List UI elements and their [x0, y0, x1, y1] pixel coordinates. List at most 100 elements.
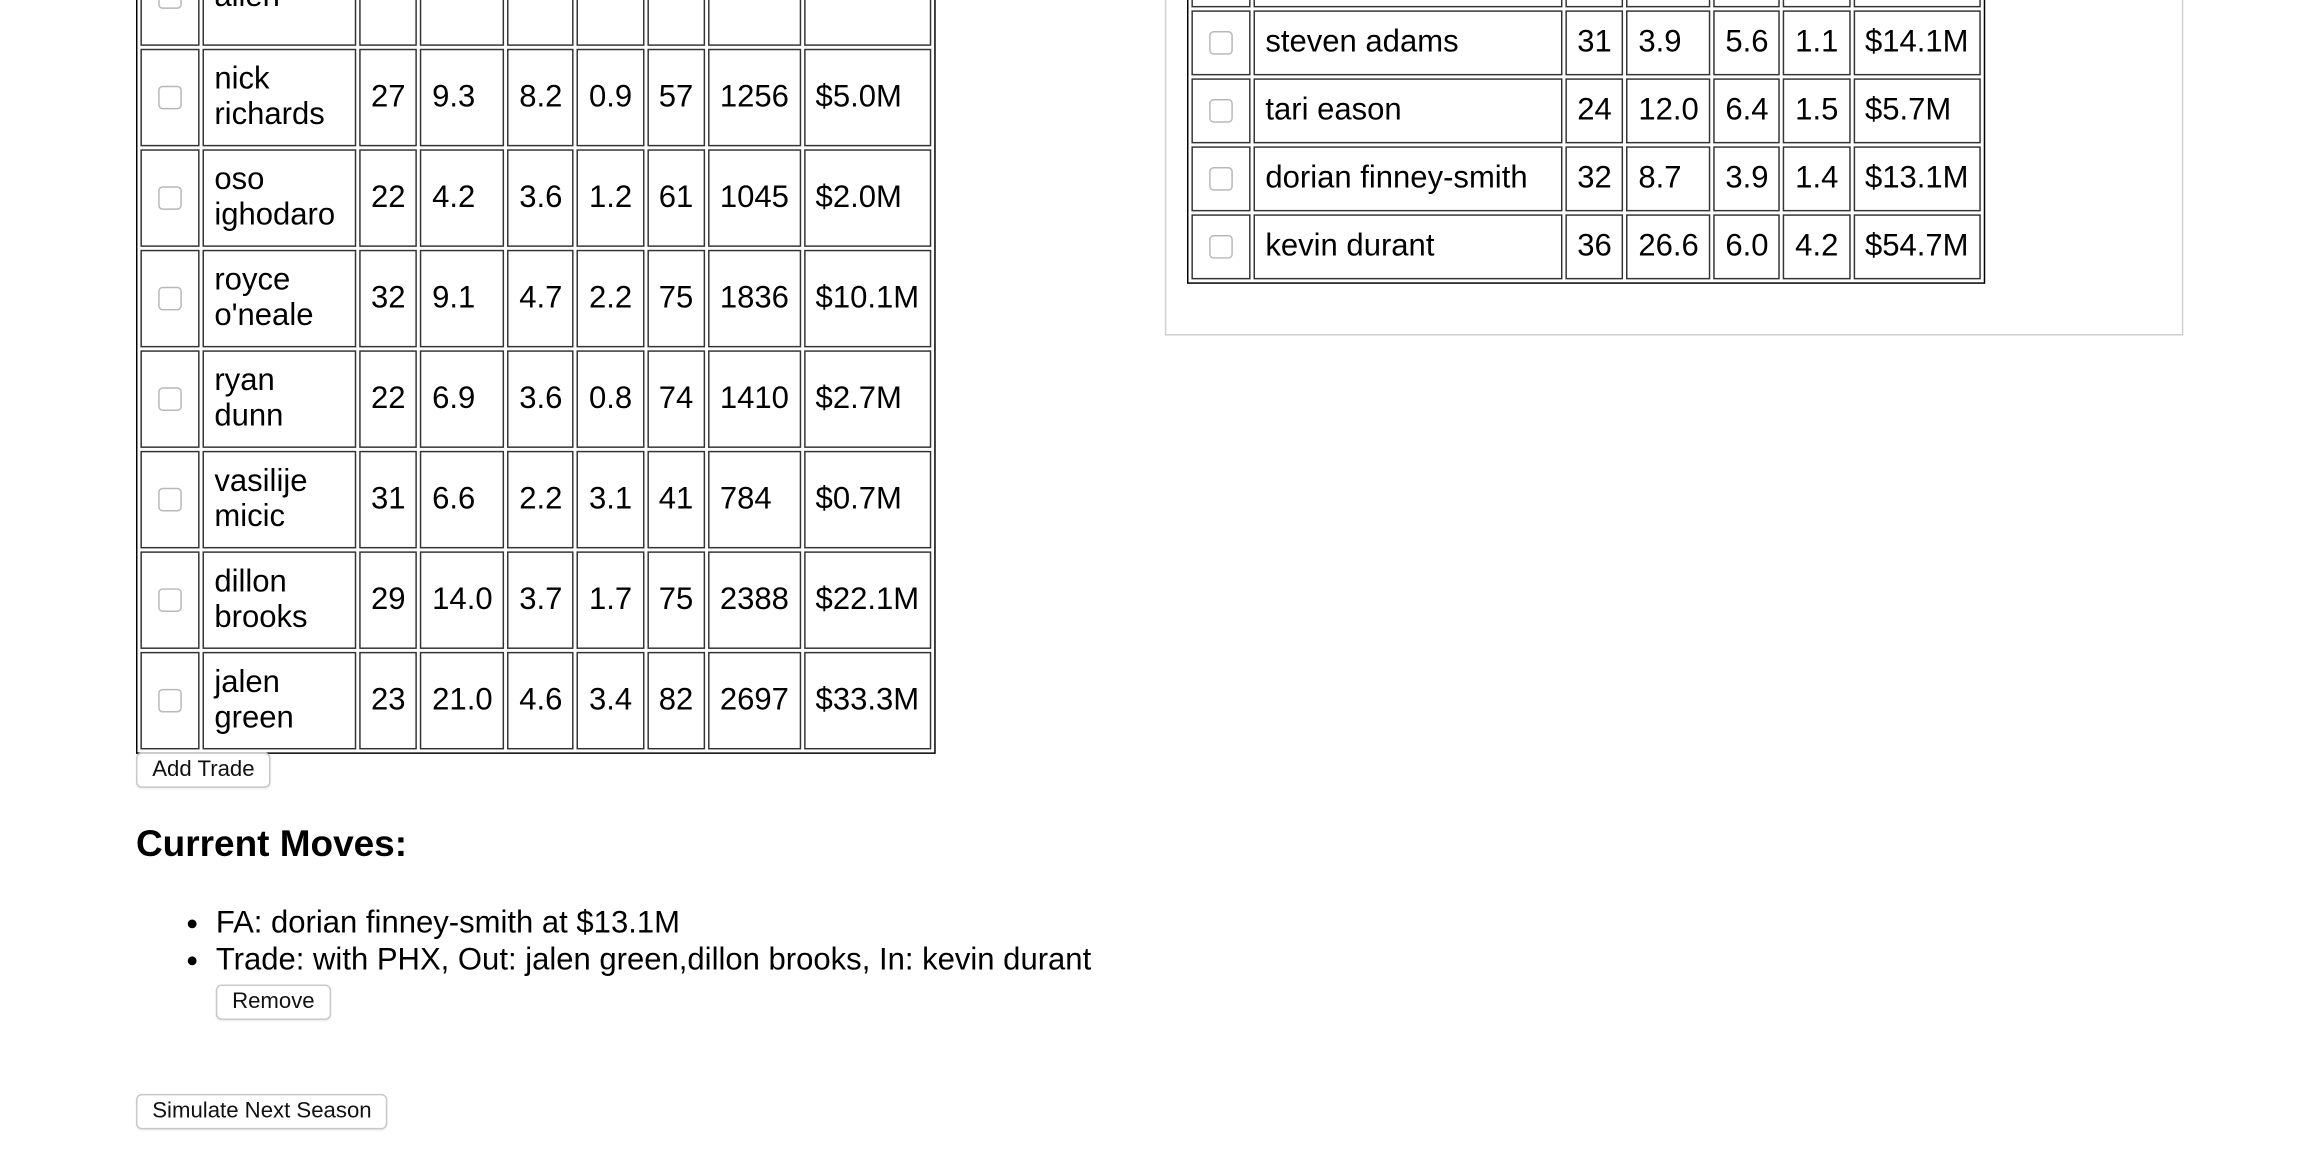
player-name: allen: [202, 0, 357, 46]
player-name: kevin durant: [1253, 214, 1563, 280]
select-cell: [1191, 146, 1251, 212]
add-trade-button[interactable]: Add Trade: [135, 752, 271, 788]
table-row: jalen green 23 21.0 4.6 3.4 82 2697 $33.3M: [140, 651, 931, 750]
player-rebounds: 3.9: [1713, 146, 1781, 212]
player-salary: $5.7M: [1853, 78, 1981, 144]
team-roster-table-wrap: allennick richards279.38.20.9571256$5.0M…: [135, 0, 936, 754]
player-games: 75: [646, 249, 706, 348]
team-roster-body: allennick richards279.38.20.9571256$5.0M…: [140, 0, 931, 750]
player-rebounds: 3.7: [507, 551, 575, 649]
player-name: dorian finney-smith: [1253, 146, 1563, 212]
player-rebounds: 6.0: [1713, 214, 1781, 280]
partner-roster-table-wrap: reed sheppard214.41.51.4$10.6Msteven ada…: [1186, 0, 1985, 284]
player-games: 41: [646, 450, 706, 549]
player-select-checkbox[interactable]: [158, 689, 182, 714]
player-points: 21.0: [420, 651, 505, 750]
select-cell: [1191, 214, 1251, 280]
player-assists: 0.9: [577, 48, 644, 147]
player-select-checkbox[interactable]: [158, 287, 182, 312]
player-name: reed sheppard: [1253, 0, 1563, 8]
select-cell: [140, 149, 200, 247]
player-age: 32: [1565, 146, 1624, 212]
player-name: nick richards: [202, 48, 357, 147]
player-salary: $2.0M: [803, 149, 931, 247]
select-cell: [140, 48, 200, 147]
player-rebounds: 6.4: [1713, 78, 1781, 144]
player-minutes: 1836: [708, 249, 801, 348]
player-minutes: 1045: [708, 149, 801, 247]
player-games: [646, 0, 706, 46]
player-name: steven adams: [1253, 10, 1563, 76]
player-select-checkbox[interactable]: [1209, 31, 1233, 56]
player-age: 36: [1565, 214, 1624, 280]
player-age: 21: [1565, 0, 1624, 8]
player-name: royce o'neale: [202, 249, 357, 348]
player-select-checkbox[interactable]: [158, 86, 182, 111]
team-roster-table: allennick richards279.38.20.9571256$5.0M…: [135, 0, 936, 754]
partner-roster-table: reed sheppard214.41.51.4$10.6Msteven ada…: [1186, 0, 1985, 284]
player-name: ryan dunn: [202, 350, 357, 448]
player-salary: $10.6M: [1853, 0, 1981, 8]
player-salary: $13.1M: [1853, 146, 1981, 212]
player-assists: 1.5: [1783, 78, 1851, 144]
player-select-checkbox[interactable]: [158, 488, 182, 513]
player-rebounds: 4.7: [507, 249, 575, 348]
player-assists: 1.4: [1783, 0, 1851, 8]
table-row: nick richards 27 9.3 8.2 0.9 57 1256 $5.0M: [140, 48, 931, 147]
remove-move-button[interactable]: Remove: [215, 984, 331, 1020]
player-name: dillon brooks: [202, 551, 357, 649]
player-assists: 4.2: [1783, 214, 1851, 280]
table-row: steven adams 31 3.9 5.6 1.1 $14.1M: [1191, 10, 1981, 76]
player-select-checkbox[interactable]: [158, 0, 182, 10]
select-cell: [140, 350, 200, 448]
player-age: 23: [359, 651, 418, 750]
table-row: kevin durant 36 26.6 6.0 4.2 $54.7M: [1191, 214, 1981, 280]
player-rebounds: 1.5: [1713, 0, 1781, 8]
current-moves-heading: Current Moves:: [135, 823, 408, 865]
player-assists: 1.7: [577, 551, 644, 649]
player-points: 9.1: [420, 249, 505, 348]
player-select-checkbox[interactable]: [1209, 235, 1233, 260]
player-points: 26.6: [1626, 214, 1711, 280]
player-age: 27: [359, 48, 418, 147]
current-moves-list: FA: dorian finney-smith at $13.1M Trade:…: [136, 905, 1162, 1020]
player-name: jalen green: [202, 651, 357, 750]
select-cell: [140, 651, 200, 750]
player-rebounds: 8.2: [507, 48, 575, 147]
player-select-checkbox[interactable]: [158, 387, 182, 412]
move-item-free-agent: FA: dorian finney-smith at $13.1M: [216, 905, 1162, 942]
player-assists: 1.4: [1783, 146, 1851, 212]
simulate-next-season-button[interactable]: Simulate Next Season: [135, 1093, 388, 1130]
player-select-checkbox[interactable]: [158, 186, 182, 211]
player-name: tari eason: [1253, 78, 1563, 144]
player-name: oso ighodaro: [202, 149, 357, 247]
player-select-checkbox[interactable]: [1209, 167, 1233, 192]
player-age: 22: [359, 350, 418, 448]
player-points: 9.3: [420, 48, 505, 147]
player-points: 12.0: [1626, 78, 1711, 144]
select-cell: [140, 0, 200, 46]
player-assists: 1.1: [1783, 10, 1851, 76]
player-minutes: 1410: [708, 350, 801, 448]
partner-roster-body: reed sheppard214.41.51.4$10.6Msteven ada…: [1191, 0, 1981, 280]
player-age: [359, 0, 418, 46]
player-games: 57: [646, 48, 706, 147]
trade-partner-panel: reed sheppard214.41.51.4$10.6Msteven ada…: [1164, 0, 2184, 336]
player-points: 14.0: [420, 551, 505, 649]
player-assists: 3.4: [577, 651, 644, 750]
player-select-checkbox[interactable]: [1209, 99, 1233, 124]
player-select-checkbox[interactable]: [158, 588, 182, 613]
move-item-text: Trade: with PHX, Out: jalen green,dillon…: [215, 943, 1092, 978]
table-row: dillon brooks 29 14.0 3.7 1.7 75 2388 $22.1M: [140, 551, 931, 649]
player-rebounds: 3.6: [507, 350, 575, 448]
player-salary: $0.7M: [803, 450, 931, 549]
select-cell: [140, 450, 200, 549]
player-games: 82: [646, 651, 706, 750]
player-points: 6.9: [420, 350, 505, 448]
player-rebounds: 4.6: [507, 651, 575, 750]
move-item-text: FA: dorian finney-smith at $13.1M: [215, 906, 680, 941]
player-age: 31: [359, 450, 418, 549]
player-points: 6.6: [420, 450, 505, 549]
player-age: 29: [359, 551, 418, 649]
